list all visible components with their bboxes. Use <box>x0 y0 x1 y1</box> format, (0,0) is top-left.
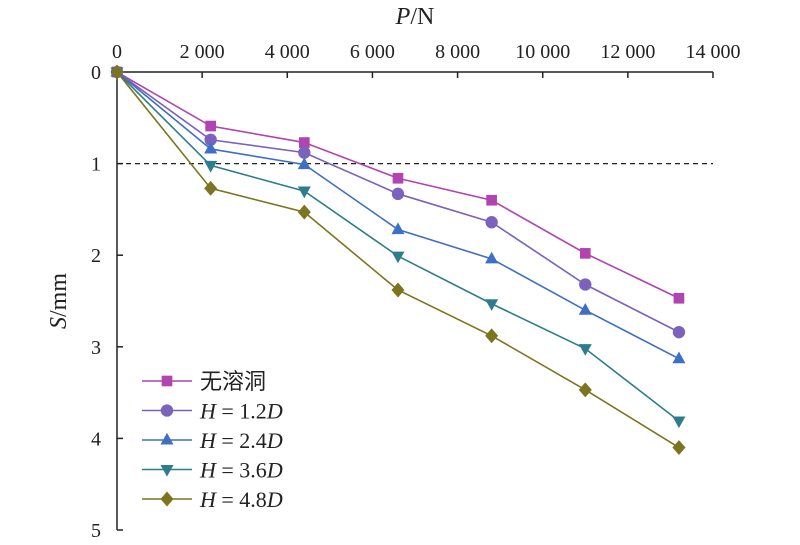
data-point <box>204 133 217 146</box>
x-tick-label: 10 000 <box>515 41 570 63</box>
series-5 <box>110 64 686 456</box>
data-point <box>578 303 592 315</box>
data-point <box>298 137 310 148</box>
data-point <box>391 222 405 235</box>
series-3 <box>110 64 686 364</box>
series-4 <box>110 67 686 429</box>
data-point <box>297 186 311 199</box>
data-point <box>391 187 405 201</box>
axes: 0 2 000 4 000 6 000 8 000 10 000 12 000 14 000 0… <box>46 4 741 542</box>
data-point <box>485 216 498 229</box>
legend-label: H = 4.8D <box>199 487 283 512</box>
data-point <box>110 64 124 80</box>
data-point <box>486 194 497 206</box>
y-tick-label: 3 <box>91 337 101 359</box>
data-point <box>672 325 686 339</box>
series-line <box>116 71 680 360</box>
legend: 无溶洞 H = 1.2D H = 2.4D H = 3.6D H = 4.8D <box>142 369 283 512</box>
data-point <box>204 141 218 154</box>
series-line <box>116 71 680 299</box>
x-tick-label: 0 <box>112 41 122 63</box>
data-point <box>672 440 686 456</box>
series-group <box>110 64 686 456</box>
data-point <box>485 328 499 344</box>
data-point <box>391 251 405 264</box>
legend-item: H = 3.6D <box>142 458 283 483</box>
legend-item: H = 1.2D <box>142 399 283 424</box>
legend-label: 无溶洞 <box>200 369 266 394</box>
legend-item: H = 4.8D <box>142 487 283 512</box>
y-tick-label: 0 <box>91 62 101 84</box>
legend-marker <box>160 404 174 417</box>
data-point <box>297 204 311 220</box>
y-axis-title: S/mm <box>46 273 72 329</box>
data-point <box>578 382 592 398</box>
legend-marker <box>160 491 174 507</box>
series-1 <box>111 66 685 304</box>
legend-item: 无溶洞 <box>142 369 266 394</box>
x-tick-label: 8 000 <box>435 41 480 63</box>
legend-label: H = 2.4D <box>199 428 283 453</box>
data-point <box>579 248 591 259</box>
data-point <box>205 120 216 132</box>
x-tick-label: 12 000 <box>600 41 655 63</box>
data-point <box>672 416 686 429</box>
x-tick-label: 2 000 <box>180 41 225 63</box>
x-tick-label: 6 000 <box>350 41 395 63</box>
x-tick-label: 4 000 <box>265 41 310 63</box>
data-point <box>485 299 499 311</box>
x-tick-label: 14 000 <box>686 41 741 63</box>
data-point <box>391 282 405 298</box>
data-point <box>485 251 499 264</box>
y-tick-label: 2 <box>91 245 101 267</box>
series-2 <box>110 65 686 339</box>
data-point <box>204 160 218 173</box>
legend-label: H = 1.2D <box>199 399 283 424</box>
data-point <box>297 157 311 170</box>
data-point <box>204 180 218 196</box>
data-point <box>392 172 404 184</box>
data-point <box>298 146 311 159</box>
data-point <box>579 278 592 291</box>
legend-marker <box>160 464 174 477</box>
legend-label: H = 3.6D <box>199 458 283 483</box>
y-tick-label: 5 <box>91 520 101 542</box>
data-point <box>673 292 685 304</box>
data-point <box>578 344 592 356</box>
data-point <box>672 351 686 364</box>
legend-marker <box>160 432 174 445</box>
y-tick-label: 1 <box>91 154 101 176</box>
y-tick-label: 4 <box>91 428 101 450</box>
legend-marker <box>161 375 173 387</box>
legend-item: H = 2.4D <box>142 428 283 453</box>
x-axis-title: P/N <box>395 4 435 30</box>
